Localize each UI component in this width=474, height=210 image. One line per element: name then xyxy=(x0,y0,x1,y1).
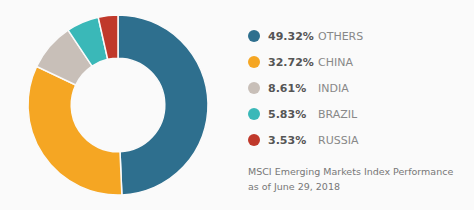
legend-swatch xyxy=(248,108,260,120)
legend-label: INDIA xyxy=(318,82,349,95)
legend-value: 3.53% xyxy=(268,134,306,147)
legend-swatch xyxy=(248,134,260,146)
chart-svg: 49.32% OTHERS 32.72% CHINA 8.61% INDIA 5.83% BR… xyxy=(0,0,474,210)
legend-label: CHINA xyxy=(318,56,353,69)
legend-value: 8.61% xyxy=(268,82,306,95)
donut-slice xyxy=(118,15,208,195)
donut xyxy=(28,15,208,195)
legend-swatch xyxy=(248,30,260,42)
legend-label: OTHERS xyxy=(318,30,363,43)
legend: 49.32% OTHERS 32.72% CHINA 8.61% INDIA 5.83% BR… xyxy=(248,30,363,147)
subtitle: as of June 29, 2018 xyxy=(248,181,340,192)
legend-value: 5.83% xyxy=(268,108,306,121)
legend-value: 49.32% xyxy=(268,30,314,43)
legend-swatch xyxy=(248,82,260,94)
title: MSCI Emerging Markets Index Performance xyxy=(248,166,453,177)
background xyxy=(0,0,474,210)
legend-label: RUSSIA xyxy=(318,134,359,147)
donut-slice xyxy=(28,67,122,195)
legend-value: 32.72% xyxy=(268,56,314,69)
legend-swatch xyxy=(248,56,260,68)
chart-container: 49.32% OTHERS 32.72% CHINA 8.61% INDIA 5.83% BR… xyxy=(0,0,474,210)
legend-label: BRAZIL xyxy=(318,108,358,121)
donut-slice xyxy=(98,15,118,59)
